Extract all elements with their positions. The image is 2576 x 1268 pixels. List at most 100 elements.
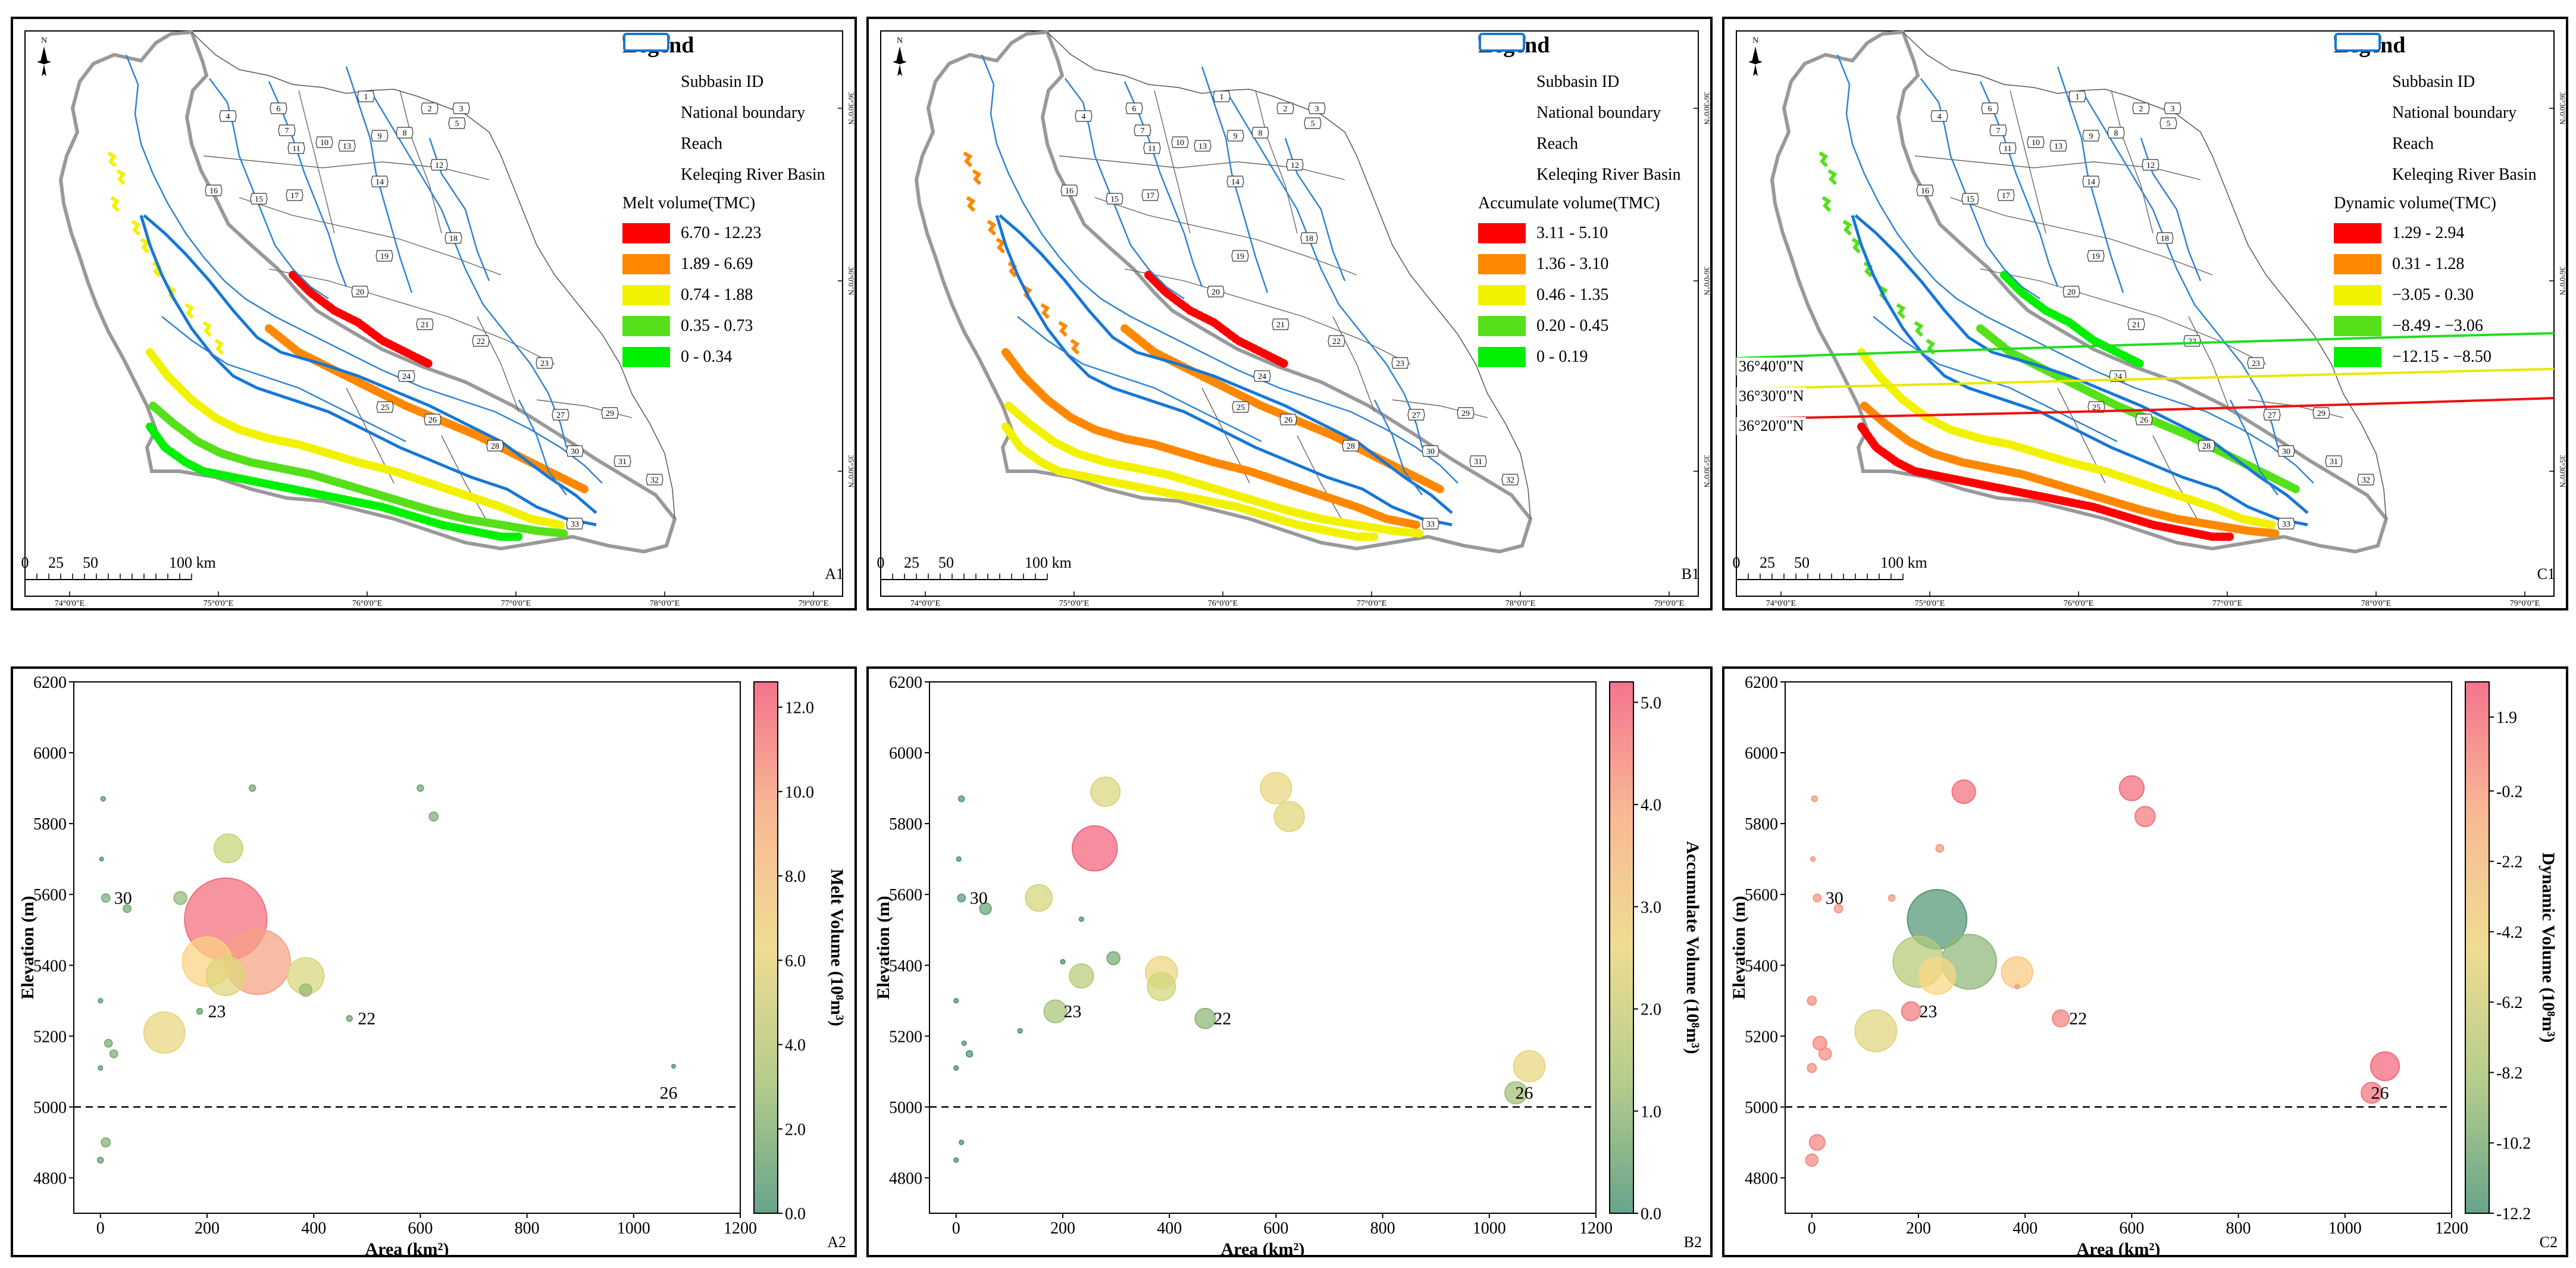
data-bubble: [1504, 1081, 1528, 1105]
subbasin-id-box: [566, 518, 584, 530]
panel-label: A1: [825, 565, 844, 583]
colorbar-tick-label: -8.2: [2496, 1064, 2522, 1082]
y-tick-label: 4800: [1745, 1169, 1778, 1188]
legend-item-reach: Reach: [622, 37, 722, 153]
lat-label: 35°30'0"N: [1702, 455, 1710, 488]
north-arrow-shape: [1748, 60, 1763, 64]
subbasin-id-box: [1469, 455, 1487, 467]
subbasin-id-label: 11: [292, 145, 300, 154]
data-bubble: [2134, 806, 2156, 828]
glacier-band-line: [146, 348, 565, 529]
subbasin-id: 16: [1916, 184, 1934, 196]
glacier-band: [149, 402, 571, 538]
subbasin-id-box: [1999, 142, 2017, 154]
subbasin-id: 33: [1422, 518, 1439, 530]
subbasin-id-box: [536, 357, 553, 369]
subbasin-id-box: [371, 176, 389, 187]
data-bubble: [959, 1139, 965, 1145]
y-tick-label: 5400: [889, 957, 922, 975]
subbasin-id: 3: [2164, 102, 2181, 114]
subbasin-id-label: 15: [255, 195, 263, 204]
subbasin-id-box: [1407, 409, 1425, 421]
lat-label: 36°30'0"N: [847, 92, 855, 125]
data-bubble: [957, 893, 966, 903]
subbasin-id-box: [2164, 102, 2181, 114]
subbasin-id: 20: [1207, 286, 1225, 298]
subbasin-id-box: [2325, 455, 2343, 467]
glacier-patch: [184, 303, 195, 320]
reach: [2080, 90, 2279, 448]
y-tick-label: 5200: [889, 1028, 922, 1046]
glacier-patch: [110, 196, 120, 212]
subbasin-id: 4: [1930, 110, 1948, 122]
subbasin-id-box: [1231, 250, 1249, 262]
subbasin-id-box: [1251, 127, 1269, 139]
y-tick-label: 5400: [1745, 957, 1778, 975]
subbasin-id-label: 20: [1212, 288, 1220, 297]
data-bubble: [299, 983, 313, 997]
subbasin-id: 6: [270, 102, 287, 114]
subbasin-id: 12: [430, 159, 448, 171]
subbasin-id-box: [287, 142, 305, 154]
y-tick-label: 5800: [33, 815, 67, 834]
north-arrow-shape: [897, 64, 902, 76]
subbasin-id-box: [2107, 127, 2125, 139]
legend-class-5: 0 - 0.19: [1478, 342, 1681, 372]
x-axis-label: Area (km²): [365, 1239, 449, 1255]
subbasin-id: 12: [2142, 159, 2159, 171]
subbasin-id: 17: [286, 189, 303, 201]
subbasin-boundary: [1059, 155, 1345, 180]
x-tick-label: 200: [1050, 1219, 1075, 1238]
lon-label: 75°0'0"E: [204, 599, 233, 608]
y-tick-label: 6000: [33, 744, 67, 763]
subbasin-id-label: 13: [2054, 142, 2062, 151]
bubble-annotation: 30: [114, 888, 132, 908]
scale-label: 25: [904, 554, 919, 571]
subbasin-id-label: 17: [1146, 192, 1154, 201]
reach: [161, 316, 406, 443]
subbasin-id-label: 26: [2140, 416, 2148, 425]
colorbar-tick-label: 1.9: [2496, 709, 2517, 727]
keleqing-basin-boundary: [1851, 215, 2308, 527]
subbasin-id-label: 19: [2092, 252, 2100, 261]
glacier-band: [1860, 402, 2282, 538]
glacier-patch: [1818, 151, 1829, 168]
north-arrow-shape: [42, 64, 46, 76]
subbasin-id-box: [1422, 445, 1439, 457]
glacier-patch: [116, 169, 126, 186]
legend-subtitle: Accumulate volume(TMC): [1478, 194, 1660, 212]
data-bubble: [1106, 951, 1120, 966]
subbasin-id-box: [472, 335, 490, 347]
lat-label: 36°0'0"N: [1702, 267, 1710, 296]
subbasin-id: 23: [1391, 357, 1409, 369]
subbasin-id-box: [2127, 318, 2145, 330]
lat-line-label-3: 36°20'0"N: [1736, 417, 1807, 435]
subbasin-id-label: 16: [209, 187, 218, 196]
subbasin-id-label: 2: [428, 105, 432, 114]
subbasin-id-box: [1279, 414, 1297, 425]
data-bubble: [1513, 1050, 1546, 1083]
legend-class-5: 0 - 0.34: [622, 342, 825, 372]
data-bubble: [953, 1065, 959, 1071]
subbasin-id: 17: [1997, 189, 2015, 201]
subbasin-id: 5: [448, 117, 466, 129]
x-tick-label: 1000: [617, 1219, 650, 1238]
reach: [1836, 54, 2314, 484]
subbasin-id: 31: [2325, 455, 2343, 467]
subbasin-id-box: [1134, 124, 1151, 136]
subbasin-id: 25: [1232, 401, 1250, 413]
subbasin-id: 26: [1279, 414, 1297, 425]
bubble-annotation: 26: [660, 1084, 678, 1103]
subbasin-id-box: [2357, 474, 2375, 486]
bubble-annotation: 30: [1826, 888, 1843, 908]
subbasin-id: 5: [1304, 117, 1322, 129]
subbasin-id-box: [486, 440, 504, 452]
glacier-patch: [1896, 303, 1906, 320]
map-legend: Legend Subbasin ID National boundary Rea…: [2334, 32, 2537, 372]
subbasin-id-label: 27: [556, 411, 565, 420]
colorbar-tick-label: -0.2: [2496, 782, 2522, 801]
subbasin-id-box: [421, 102, 439, 114]
subbasin-id: 3: [452, 102, 470, 114]
subbasin-id: 29: [2312, 407, 2330, 419]
bubble-annotation: 30: [970, 888, 988, 908]
